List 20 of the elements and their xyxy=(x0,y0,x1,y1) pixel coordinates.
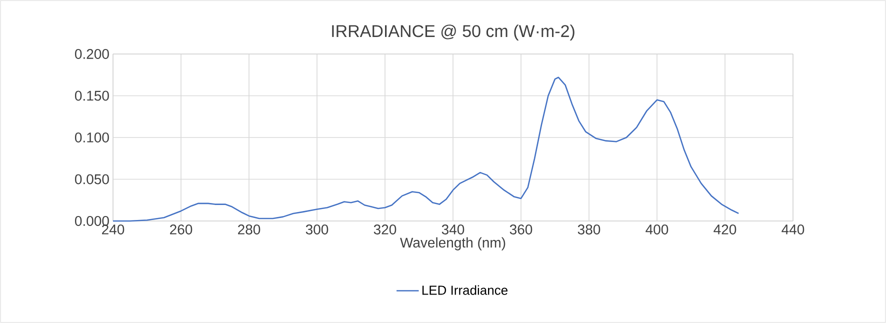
x-tick-label: 380 xyxy=(578,224,600,234)
x-tick-label: 400 xyxy=(646,224,668,234)
y-tick-label: 0.050 xyxy=(74,174,109,184)
x-tick-label: 420 xyxy=(714,224,736,234)
x-tick-label: 240 xyxy=(102,224,124,234)
y-tick-label: 0.150 xyxy=(74,90,109,101)
x-tick-label: 280 xyxy=(238,224,260,234)
x-tick-label: 260 xyxy=(170,224,192,234)
line-series xyxy=(112,76,740,222)
y-tick-label: 0.000 xyxy=(74,216,109,226)
y-tick-label: 0.200 xyxy=(74,49,109,59)
x-tick-label: 440 xyxy=(782,224,804,234)
x-axis-title: Wavelength (nm) xyxy=(400,237,506,250)
x-tick-label: 360 xyxy=(510,224,532,234)
x-tick-label: 300 xyxy=(306,224,328,234)
chart-title: IRRADIANCE @ 50 cm (W·m-2) xyxy=(332,24,574,40)
x-tick-label: 340 xyxy=(442,224,464,234)
y-tick-label: 0.100 xyxy=(74,132,109,142)
x-tick-label: 320 xyxy=(374,224,396,234)
legend-label: LED Irradiance xyxy=(422,285,508,295)
